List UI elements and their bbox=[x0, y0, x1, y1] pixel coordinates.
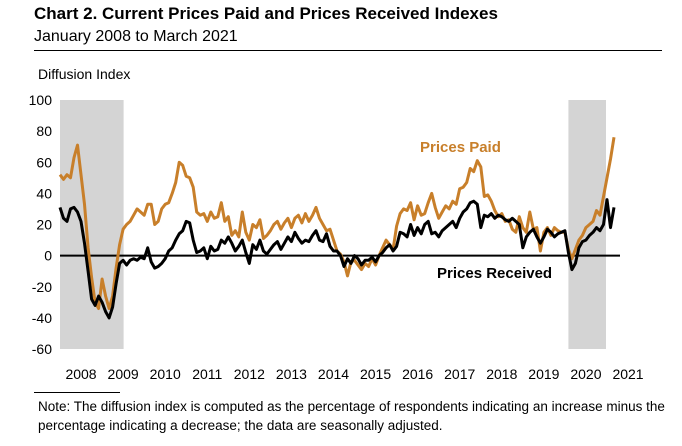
y-tick-label: -40 bbox=[32, 310, 52, 326]
x-tick-label: 2021 bbox=[612, 366, 643, 382]
recession-shading bbox=[60, 100, 606, 349]
title-divider bbox=[34, 50, 662, 51]
x-tick-label: 2011 bbox=[192, 366, 222, 382]
x-tick-label: 2012 bbox=[234, 366, 265, 382]
x-tick-label: 2010 bbox=[150, 366, 181, 382]
x-tick-label: 2009 bbox=[108, 366, 139, 382]
y-tick-label: 100 bbox=[29, 92, 53, 108]
y-tick-label: -20 bbox=[32, 279, 52, 295]
x-tick-label: 2008 bbox=[65, 366, 96, 382]
series-line-prices-received bbox=[58, 198, 616, 320]
chart-subtitle: January 2008 to March 2021 bbox=[34, 28, 238, 45]
x-tick-label: 2018 bbox=[486, 366, 517, 382]
footnote: Note: The diffusion index is computed as… bbox=[38, 399, 665, 433]
x-tick-label: 2019 bbox=[528, 366, 559, 382]
series-label-prices-paid: Prices Paid bbox=[420, 139, 501, 156]
chart-title: Chart 2. Current Prices Paid and Prices … bbox=[34, 4, 498, 23]
x-axis-ticks: 2008 2009 2010 2011 2012 2013 2014 2015 2016 2017… bbox=[65, 366, 643, 382]
recession-band-1 bbox=[60, 100, 124, 349]
series-line-prices-paid bbox=[58, 137, 616, 310]
x-tick-label: 2020 bbox=[570, 366, 601, 382]
y-tick-label: 0 bbox=[44, 248, 52, 264]
y-tick-label: -60 bbox=[32, 341, 52, 357]
y-tick-label: 40 bbox=[36, 185, 52, 201]
y-axis-label: Diffusion Index bbox=[38, 66, 131, 82]
x-tick-label: 2015 bbox=[360, 366, 391, 382]
y-tick-label: 80 bbox=[36, 123, 52, 139]
x-tick-label: 2017 bbox=[444, 366, 475, 382]
y-tick-label: 20 bbox=[36, 217, 52, 233]
x-tick-label: 2016 bbox=[402, 366, 433, 382]
series-label-prices-received: Prices Received bbox=[437, 265, 552, 282]
x-tick-label: 2013 bbox=[276, 366, 307, 382]
x-tick-label: 2014 bbox=[318, 366, 349, 382]
y-axis-ticks: -60 -40 -20 0 20 40 60 80 100 bbox=[29, 92, 53, 357]
note-divider bbox=[34, 392, 120, 393]
y-tick-label: 60 bbox=[36, 154, 52, 170]
